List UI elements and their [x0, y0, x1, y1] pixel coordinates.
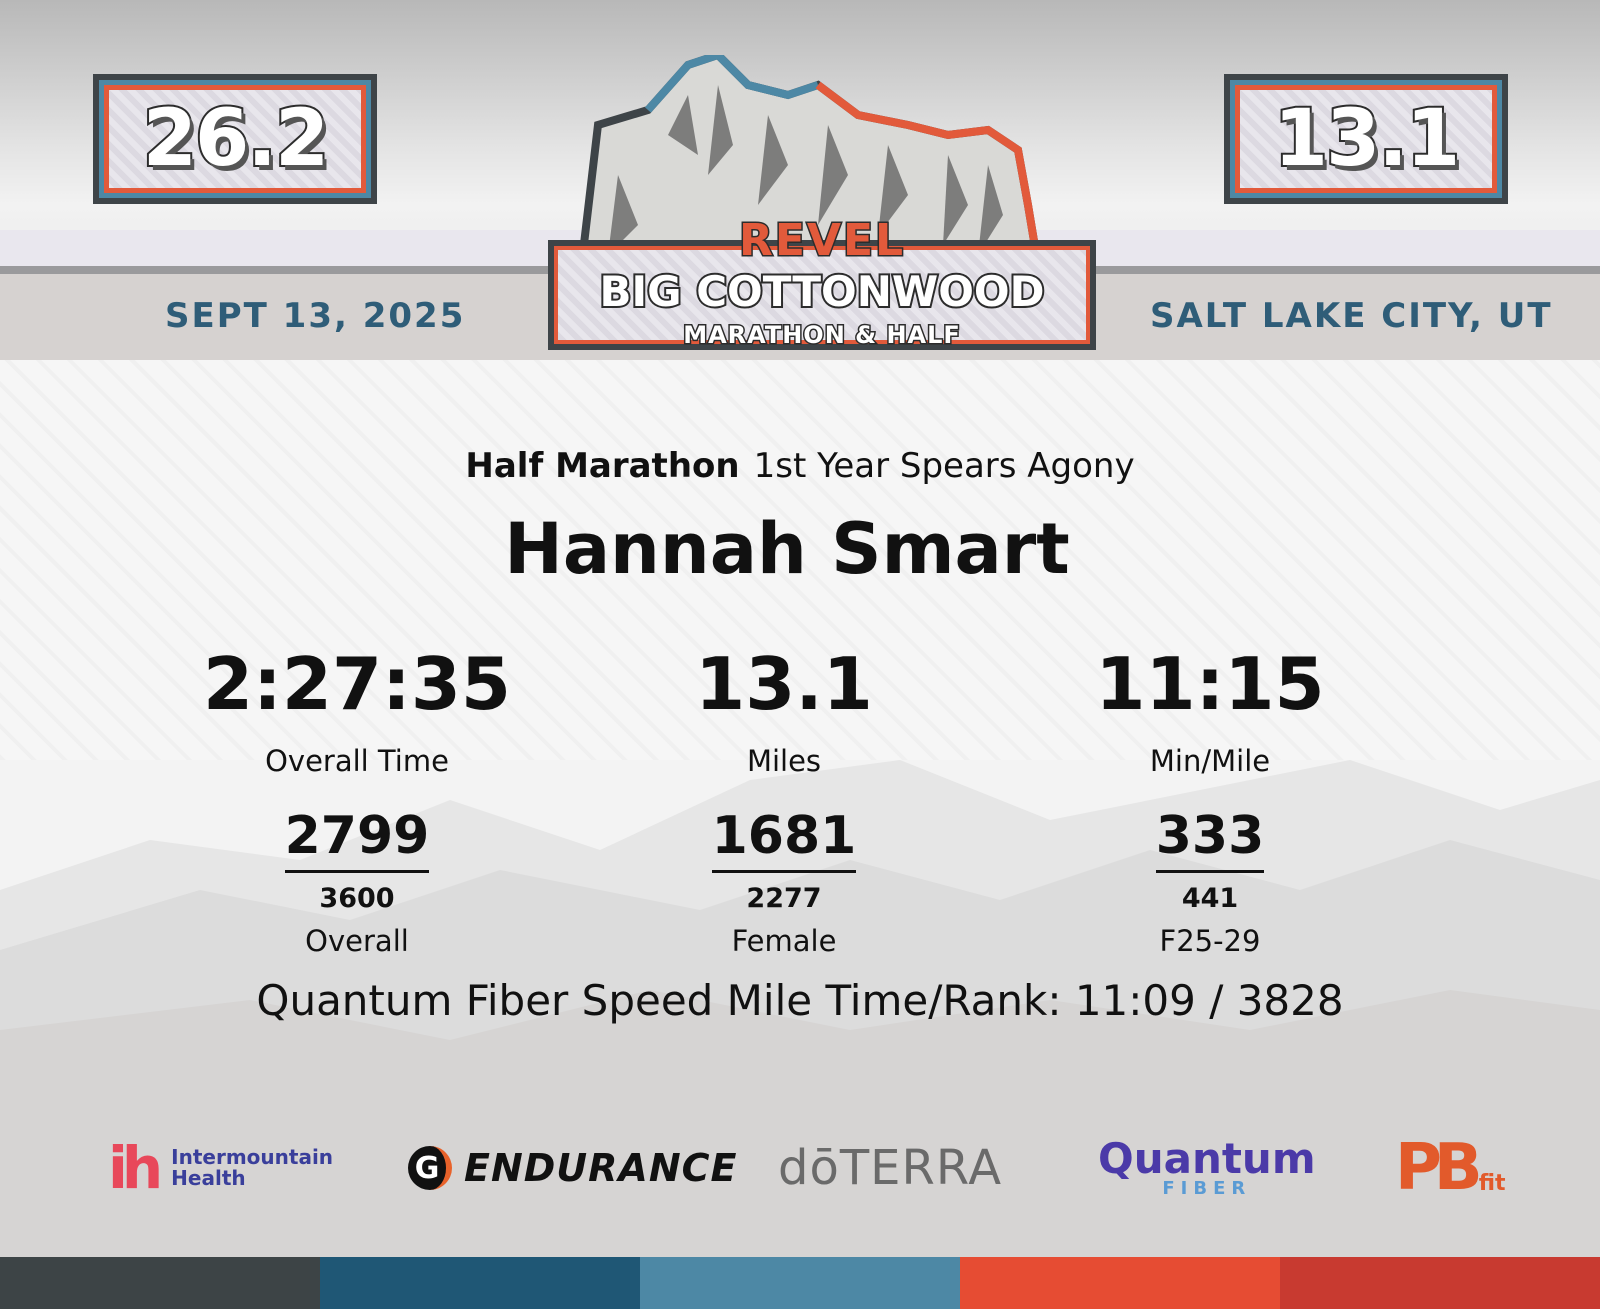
rank-age-place: 333 [1155, 810, 1265, 873]
color-segment [320, 1257, 640, 1309]
footer-color-bar [0, 1257, 1600, 1309]
quantum-text: Quantum [1098, 1134, 1316, 1183]
rank-age-group: 333 441 F25-29 [1010, 810, 1410, 958]
speed-mile-result: Quantum Fiber Speed Mile Time/Rank: 11:0… [256, 976, 1344, 1025]
pace-value: 11:15 [1095, 642, 1325, 726]
logo-subtitle: MARATHON & HALF [682, 320, 962, 351]
rank-overall-label: Overall [305, 924, 409, 958]
intermountain-icon: ih [108, 1134, 163, 1202]
intermountain-line2: Health [171, 1166, 246, 1190]
rank-age-label: F25-29 [1159, 924, 1261, 958]
intermountain-line1: Intermountain [171, 1145, 334, 1169]
color-segment [1280, 1257, 1600, 1309]
stat-pace: 11:15 Min/Mile [1010, 648, 1410, 778]
rank-overall-place: 2799 [284, 810, 430, 873]
color-segment [0, 1257, 320, 1309]
overall-time-label: Overall Time [265, 744, 449, 778]
sponsor-pbfit-logo: PB fit [1395, 1128, 1506, 1208]
quantum-sub: FIBER [1162, 1178, 1252, 1199]
mountain-silhouette [0, 760, 1600, 1260]
logo-brand: REVEL [737, 214, 906, 268]
sponsor-intermountain-logo: ih Intermountain Health [108, 1128, 333, 1208]
rank-gender-place: 1681 [711, 810, 857, 873]
mountain-icon [573, 55, 1048, 295]
rank-gender-label: Female [731, 924, 837, 958]
doterra-text: dōTERRA [778, 1140, 1003, 1196]
runner-name: Hannah Smart [504, 508, 1070, 590]
marathon-distance-badge: 26.2 [93, 74, 377, 204]
stat-miles: 13.1 Miles [584, 648, 984, 778]
race-info: Half Marathon 1st Year Spears Agony [0, 446, 1600, 486]
sponsor-quantum-logo: Quantum FIBER [1098, 1128, 1316, 1208]
half-distance-text: 13.1 [1272, 92, 1462, 186]
pbfit-sub: fit [1478, 1171, 1506, 1196]
race-date: SEPT 13, 2025 [165, 296, 466, 336]
miles-value: 13.1 [695, 642, 873, 726]
rank-gender: 1681 2277 Female [584, 810, 984, 958]
color-segment [960, 1257, 1280, 1309]
race-type: Half Marathon [465, 446, 740, 486]
gatorade-icon: G [408, 1146, 452, 1190]
color-segment [640, 1257, 960, 1309]
sponsor-gatorade-logo: G ENDURANCE [408, 1128, 737, 1208]
miles-label: Miles [746, 744, 822, 778]
gatorade-text: ENDURANCE [464, 1146, 738, 1190]
rank-overall-total: 3600 [319, 883, 395, 914]
marathon-distance-text: 26.2 [141, 92, 331, 186]
background-pattern [0, 360, 1600, 760]
overall-time-value: 2:27:35 [202, 642, 512, 726]
logo-event-name: BIG COTTONWOOD [598, 265, 1047, 318]
rank-gender-total: 2277 [746, 883, 822, 914]
sponsor-doterra-logo: dōTERRA [778, 1128, 1002, 1208]
half-distance-badge: 13.1 [1224, 74, 1508, 204]
pbfit-text: PB [1395, 1131, 1483, 1205]
event-logo: REVEL BIG COTTONWOOD MARATHON & HALF [548, 55, 1098, 355]
pace-label: Min/Mile [1149, 744, 1271, 778]
stat-overall-time: 2:27:35 Overall Time [157, 648, 557, 778]
rank-overall: 2799 3600 Overall [157, 810, 557, 958]
logo-plate [548, 240, 1096, 350]
race-location: SALT LAKE CITY, UT [1150, 296, 1553, 336]
rank-age-total: 441 [1181, 883, 1239, 914]
team-name: 1st Year Spears Agony [753, 446, 1135, 486]
